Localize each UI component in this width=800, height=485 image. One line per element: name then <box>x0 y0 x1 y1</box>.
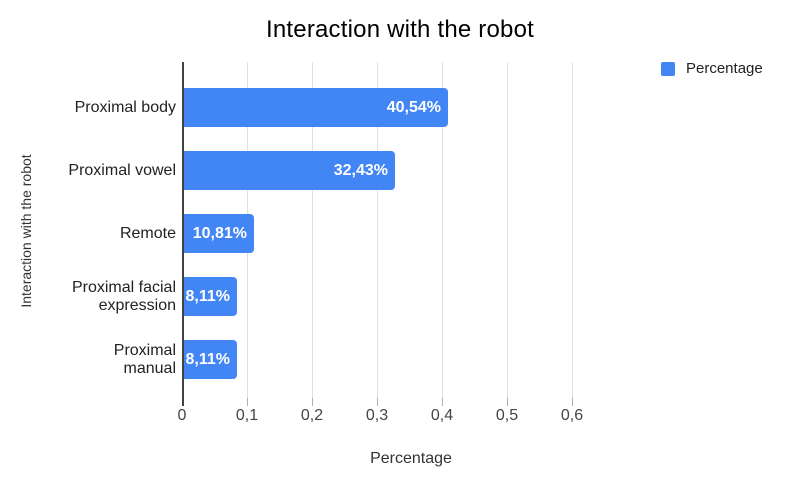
bar-value-label: 8,11% <box>185 350 230 368</box>
gridline <box>312 62 313 405</box>
category-label: Remote <box>119 224 176 242</box>
bar-proximal-facial-expression[interactable]: 8,11% <box>184 277 237 316</box>
category-label: Proximal facial expression <box>71 278 176 314</box>
y-axis-title: Interaction with the robot <box>18 154 34 308</box>
bar-proximal-vowel[interactable]: 32,43% <box>184 151 395 190</box>
gridline <box>442 62 443 405</box>
tick-mark <box>247 398 248 406</box>
legend-item-percentage[interactable]: Percentage <box>661 60 763 77</box>
x-tick-label: 0,4 <box>430 407 454 424</box>
bar-value-label: 8,11% <box>185 287 230 305</box>
bar-remote[interactable]: 10,81% <box>184 214 254 253</box>
tick-mark <box>312 398 313 406</box>
gridline <box>507 62 508 405</box>
y-axis-line <box>182 62 184 406</box>
bar-proximal-manual[interactable]: 8,11% <box>184 340 237 379</box>
x-tick-label: 0 <box>177 407 187 424</box>
category-label: Proximal body <box>74 98 176 116</box>
x-tick-label: 0,1 <box>235 407 259 424</box>
plot-area: 40,54% 32,43% 10,81% 8,11% 8,11% <box>182 62 640 406</box>
gridline <box>377 62 378 405</box>
bar-value-label: 10,81% <box>192 224 247 242</box>
chart-title: Interaction with the robot <box>265 16 535 43</box>
bar-value-label: 32,43% <box>333 161 388 179</box>
x-tick-label: 0,5 <box>495 407 519 424</box>
tick-mark <box>572 398 573 406</box>
x-tick-label: 0,3 <box>365 407 389 424</box>
bar-proximal-body[interactable]: 40,54% <box>184 88 448 127</box>
bar-value-label: 40,54% <box>386 98 441 116</box>
tick-mark <box>507 398 508 406</box>
tick-mark <box>377 398 378 406</box>
legend-color-swatch <box>661 61 675 76</box>
tick-mark <box>442 398 443 406</box>
gridline <box>572 62 573 405</box>
category-label: Proximal vowel <box>68 161 176 179</box>
x-tick-label: 0,2 <box>300 407 324 424</box>
x-axis-title: Percentage <box>370 450 452 467</box>
x-tick-label: 0,6 <box>560 407 584 424</box>
legend-label: Percentage <box>686 60 763 77</box>
category-label: Proximal manual <box>113 341 176 377</box>
